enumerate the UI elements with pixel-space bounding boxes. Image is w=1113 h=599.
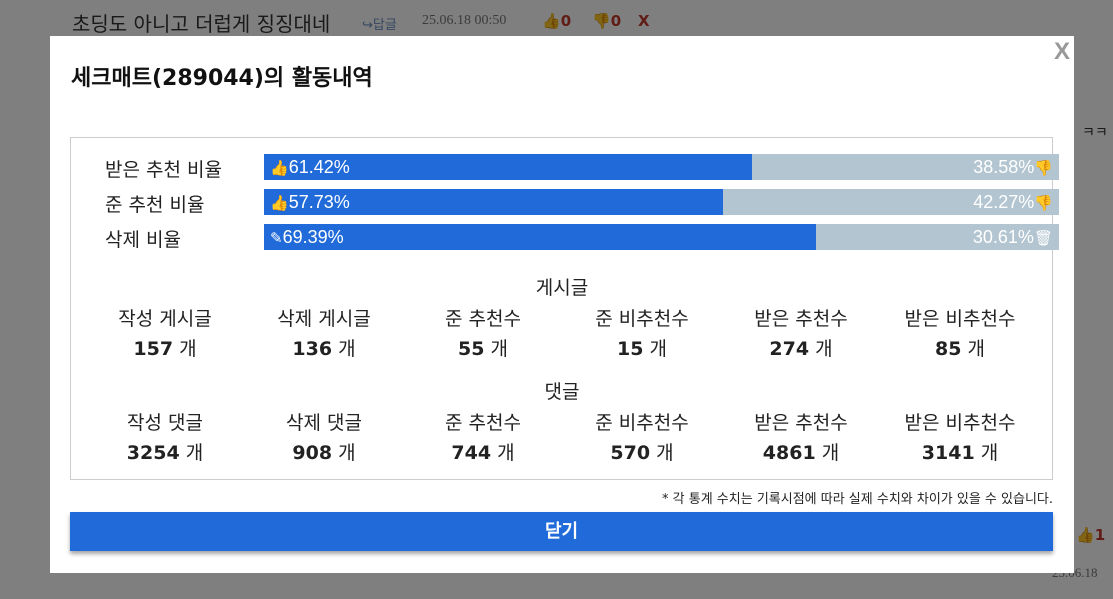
stat-unit: 개 (649, 338, 667, 360)
stat-unit: 개 (967, 338, 985, 360)
rate-right-value: 38.58% (973, 157, 1035, 177)
stat-value: 85 개 (885, 334, 1035, 361)
rate-left-bar (264, 189, 723, 215)
stat-label: 받은 추천수 (754, 308, 848, 330)
section-title: 댓글 (544, 381, 580, 403)
stat-unit: 개 (179, 338, 197, 360)
stat-number: 744 (451, 442, 492, 464)
icon: ✎ (270, 230, 283, 247)
stat-value: 908 개 (249, 438, 399, 465)
stat-value: 4861 개 (726, 438, 876, 465)
stat-value: 15 개 (567, 334, 717, 361)
stat-unit: 개 (338, 338, 356, 360)
note: * 각 통계 수치는 기록시점에 따라 실제 수치와 차이가 있을 수 있습니다… (662, 492, 1053, 507)
stat-label: 받은 비추천수 (904, 308, 1016, 330)
stat-label: 작성 댓글 (127, 412, 203, 434)
stat-value: 55 개 (408, 334, 558, 361)
icon: 👎 (1034, 195, 1053, 212)
stat-label: 준 추천수 (445, 308, 521, 330)
rate-left-text: 👍57.73% (270, 192, 350, 213)
stat-unit: 개 (815, 338, 833, 360)
rate-right-value: 30.61% (972, 227, 1034, 247)
stat-number: 55 (458, 338, 485, 360)
stat-unit: 개 (980, 442, 999, 464)
stat-label: 준 비추천수 (595, 412, 689, 434)
rate-label: 준 추천 비율 (105, 194, 205, 216)
stat-value: 136 개 (249, 334, 399, 361)
rate-left-text: 👍61.42% (270, 157, 350, 178)
stat-value: 744 개 (408, 438, 558, 465)
stat-number: 4861 (762, 442, 816, 464)
stat-label: 작성 게시글 (118, 308, 212, 330)
rate-left-value: 69.39% (282, 227, 344, 247)
stat-value: 3141 개 (885, 438, 1035, 465)
rate-right-text: 30.61%🗑 (973, 227, 1053, 248)
rate-label: 삭제 비율 (105, 229, 181, 251)
rate-right-text: 42.27%👎 (973, 192, 1053, 213)
stat-value: 157 개 (90, 334, 240, 361)
stat-label: 삭제 댓글 (286, 412, 362, 434)
stat-label: 삭제 게시글 (277, 308, 371, 330)
stat-number: 3254 (126, 442, 180, 464)
stat-number: 274 (769, 338, 810, 360)
stat-label: 받은 비추천수 (904, 412, 1016, 434)
rate-left-text: ✎69.39% (270, 227, 344, 248)
icon: 👍 (270, 160, 289, 177)
stat-number: 908 (292, 442, 333, 464)
icon: 👎 (1034, 160, 1053, 177)
close-button[interactable]: 닫기 (70, 512, 1053, 551)
rate-bar: 👍57.73% 42.27%👎 (264, 189, 1059, 215)
stat-label: 받은 추천수 (754, 412, 848, 434)
stat-number: 15 (617, 338, 644, 360)
stat-number: 136 (292, 338, 333, 360)
stat-number: 3141 (921, 442, 975, 464)
rate-left-value: 57.73% (288, 192, 350, 212)
stat-unit: 개 (656, 442, 674, 464)
rate-right-text: 38.58%👎 (973, 157, 1053, 178)
stat-label: 준 추천수 (445, 412, 521, 434)
stat-number: 157 (133, 338, 174, 360)
rate-label: 받은 추천 비율 (105, 159, 222, 181)
stat-number: 85 (935, 338, 962, 360)
stat-unit: 개 (497, 442, 515, 464)
stat-unit: 개 (490, 338, 508, 360)
rate-bar: ✎69.39% 30.61%🗑 (264, 224, 1059, 250)
rate-right-value: 42.27% (973, 192, 1035, 212)
close-x[interactable]: X (1054, 38, 1071, 65)
stat-unit: 개 (338, 442, 356, 464)
rate-left-bar (264, 154, 753, 180)
stat-unit: 개 (821, 442, 840, 464)
rate-bar: 👍61.42% 38.58%👎 (264, 154, 1059, 180)
stat-label: 준 비추천수 (595, 308, 689, 330)
icon: 👍 (270, 195, 289, 212)
stat-unit: 개 (185, 442, 204, 464)
stat-value: 570 개 (567, 438, 717, 465)
modal-title: 세크매트(289044)의 활동내역 (71, 66, 373, 91)
rate-left-bar (264, 224, 816, 250)
stat-number: 570 (610, 442, 651, 464)
icon: 🗑 (1033, 230, 1053, 247)
section-title: 게시글 (535, 277, 589, 299)
stats-box: 받은 추천 비율 👍61.42% 38.58%👎 준 추천 비율 👍57.73% 42.2… (70, 137, 1059, 480)
modal: X 세크매트(289044)의 활동내역 받은 추천 비율 👍61.42% 38.5… (50, 36, 1074, 573)
stat-value: 274 개 (726, 334, 876, 361)
stat-value: 3254 개 (90, 438, 240, 465)
rate-left-value: 61.42% (288, 157, 350, 177)
